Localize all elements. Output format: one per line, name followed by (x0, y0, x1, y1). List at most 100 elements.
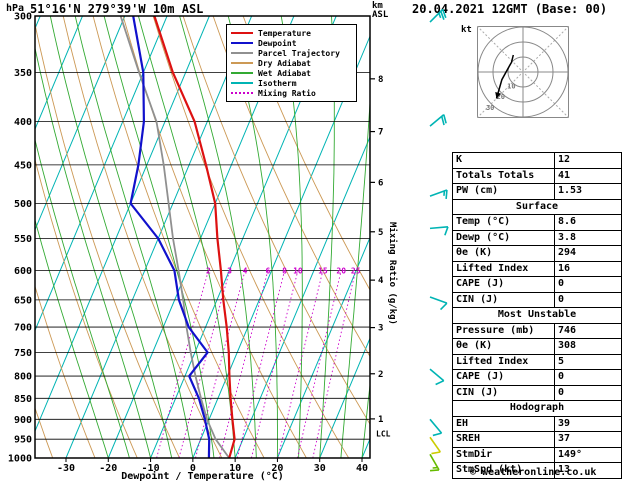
legend-line-swatch (231, 72, 253, 74)
metric-label: CAPE (J) (452, 276, 555, 293)
km-tick-label: 3 (378, 324, 383, 334)
metric-label: θe (K) (452, 245, 555, 262)
legend-label: Isotherm (258, 78, 297, 88)
metric-label: SREH (452, 431, 555, 448)
altitude-axis-unit: km ASL (372, 2, 388, 20)
metric-label: CIN (J) (452, 384, 555, 401)
asl-text: ASL (372, 10, 389, 20)
pressure-tick-label: 550 (14, 234, 32, 245)
legend-label: Temperature (258, 28, 311, 38)
mixing-ratio-axis-label: Mixing Ratio (g/kg) (387, 222, 397, 325)
legend-line-swatch (231, 92, 253, 94)
km-tick-label: 6 (378, 178, 383, 188)
legend: Temperature Dewpoint Parcel Trajectory Dry … (226, 24, 357, 102)
temp-tick-label: -20 (99, 463, 117, 474)
metric-value: 8.6 (554, 214, 622, 231)
legend-label: Mixing Ratio (258, 88, 316, 98)
plot-border (34, 15, 371, 459)
legend-label: Parcel Trajectory (258, 48, 340, 58)
table-row: EH 39 (452, 415, 622, 432)
parcel-trajectory-curve (119, 16, 230, 458)
legend-line-swatch (231, 62, 253, 64)
hodograph-arrow (495, 91, 501, 99)
metric-label: CAPE (J) (452, 369, 555, 386)
legend-line-swatch (231, 52, 253, 54)
plot-area: 2 3 4 6 8 10 15 20 25 (35, 16, 370, 458)
table-row: Pressure (mb) 746 (452, 322, 622, 339)
metric-value: 0 (554, 291, 622, 308)
km-tick-label: 8 (378, 75, 383, 85)
temp-tick-label: -10 (142, 463, 160, 474)
metric-value: 149° (554, 446, 622, 463)
table-row: SREH 37 (452, 431, 622, 448)
datetime-title: 20.04.2021 12GMT (Base: 00) (412, 2, 608, 16)
wind-barb (429, 418, 443, 437)
legend-item: Temperature (231, 28, 352, 38)
mixing-ratio-value-label: 3 (227, 267, 232, 276)
mixing-ratio-value-label: 15 (318, 267, 328, 276)
metric-label: Temp (°C) (452, 214, 555, 231)
station-title: 51°16'N 279°39'W 10m ASL (30, 2, 204, 16)
hodograph-ring (507, 56, 539, 88)
pressure-tick-label: 400 (14, 117, 32, 128)
hodograph-unit-label: kt (461, 25, 472, 35)
metric-label: K (452, 152, 555, 169)
pressure-tick-label: 700 (14, 323, 32, 334)
metric-value: 0 (554, 369, 622, 386)
wind-barb (429, 296, 448, 311)
metric-label: EH (452, 415, 555, 432)
table-row: θe (K) 308 (452, 338, 622, 355)
hodograph-ring-label: 30 (486, 104, 494, 112)
km-text: km (372, 1, 383, 11)
pressure-tick-label: 350 (14, 68, 32, 79)
section-title: Most Unstable (452, 307, 622, 324)
metric-value: 39 (554, 415, 622, 432)
hodograph-ring (492, 41, 554, 103)
legend-label: Dewpoint (258, 38, 297, 48)
legend-item: Isotherm (231, 78, 352, 88)
hodograph-ring-label: 20 (497, 93, 505, 101)
x-axis-label: Dewpoint / Temperature (°C) (121, 471, 284, 482)
temp-tick-label: 20 (271, 463, 283, 474)
mixing-ratio-value-label: 20 (336, 267, 346, 276)
metric-value: 294 (554, 245, 622, 262)
table-section-header: Surface (452, 198, 622, 215)
metric-value: 746 (554, 322, 622, 339)
pressure-tick-label: 450 (14, 160, 32, 171)
km-tick-label: 2 (378, 370, 383, 380)
metric-label: StmDir (452, 446, 555, 463)
table-row: Lifted Index 16 (452, 260, 622, 277)
mixing-ratio-value-label: 25 (351, 267, 361, 276)
metric-label: Pressure (mb) (452, 322, 555, 339)
metric-value: 3.8 (554, 229, 622, 246)
table-row: CAPE (J) 0 (452, 276, 622, 293)
legend-label: Dry Adiabat (258, 58, 311, 68)
section-title: Hodograph (452, 400, 622, 417)
metric-value: 0 (554, 276, 622, 293)
metric-label: Dewp (°C) (452, 229, 555, 246)
table-row: Temp (°C) 8.6 (452, 214, 622, 231)
metric-label: Lifted Index (452, 260, 555, 277)
table-section-header: Most Unstable (452, 307, 622, 324)
table-row: K 12 (452, 152, 622, 169)
pressure-tick-label: 750 (14, 348, 32, 359)
wind-barb (429, 8, 447, 23)
legend-label: Wet Adiabat (258, 68, 311, 78)
dewpoint-curve (129, 16, 211, 458)
metric-value: 41 (554, 167, 622, 184)
km-tick-label: 7 (378, 128, 383, 138)
wind-barb (429, 436, 441, 455)
mixing-ratio-value-label: 4 (243, 267, 248, 276)
pressure-tick-label: 800 (14, 372, 32, 383)
mixing-ratio-value-label: 8 (282, 267, 287, 276)
temp-tick-label: 40 (356, 463, 368, 474)
lcl-label: LCL (376, 429, 391, 438)
indices-table: K 12 Totals Totals 41 PW (cm) 1.53 Surface Temp… (452, 152, 622, 479)
temp-tick-label: -30 (57, 463, 75, 474)
metric-value: 13 (554, 462, 622, 479)
metric-label: Totals Totals (452, 167, 555, 184)
table-section-header: Hodograph (452, 400, 622, 417)
wind-barb (429, 226, 449, 236)
wind-barb (429, 113, 447, 127)
